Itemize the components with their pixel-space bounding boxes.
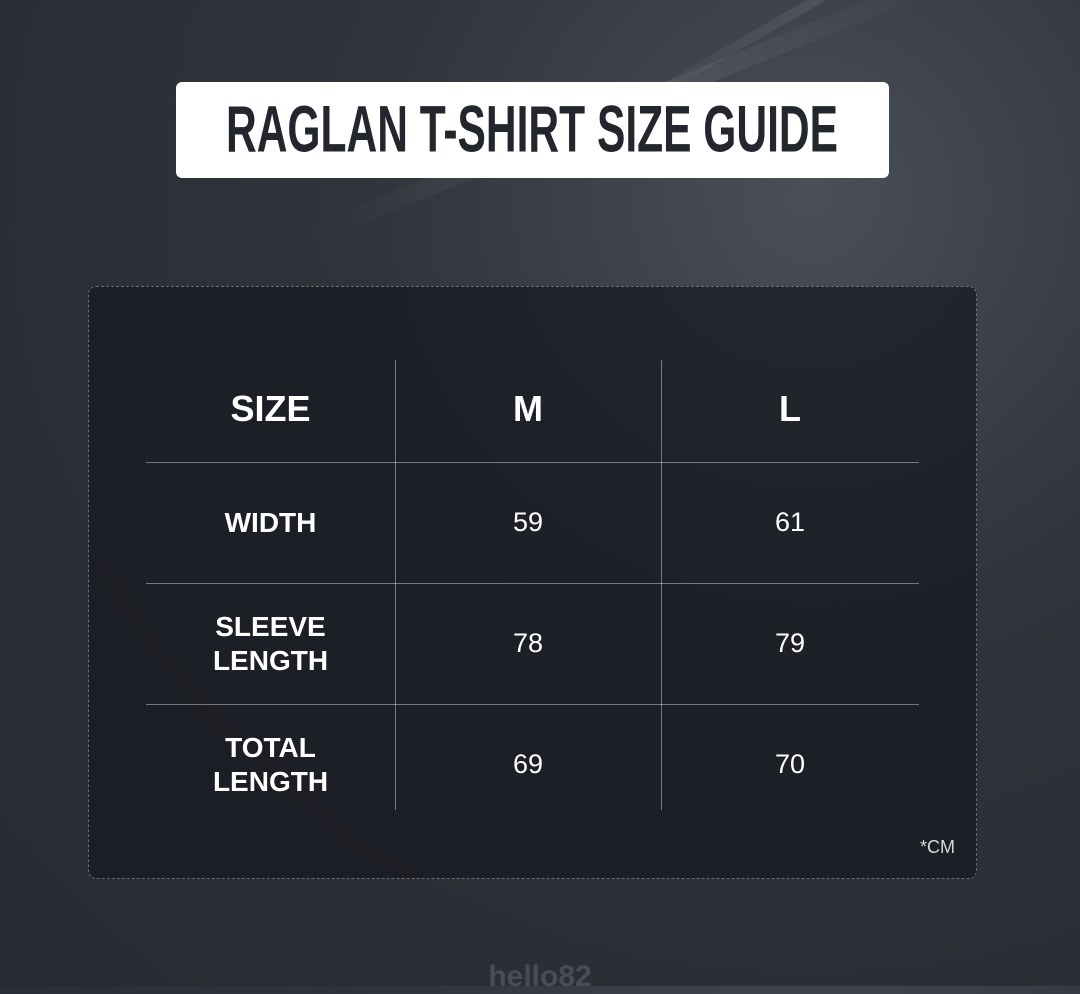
size-value: 78 — [512, 628, 544, 659]
title-box: RAGLAN T-SHIRT SIZE GUIDE — [176, 82, 889, 178]
watermark: hello82 — [488, 960, 592, 993]
row-divider — [146, 704, 919, 705]
row-divider — [146, 583, 919, 584]
header-cell: SIZE — [230, 387, 311, 429]
column-divider — [661, 360, 662, 810]
column-divider — [395, 360, 396, 810]
title-svg: RAGLAN T-SHIRT SIZE GUIDE — [226, 91, 838, 165]
title: RAGLAN T-SHIRT SIZE GUIDE — [226, 91, 838, 165]
header-cell: M — [513, 387, 543, 429]
size-value: 70 — [774, 749, 806, 780]
row-label: WIDTH — [224, 506, 317, 538]
table-panel — [88, 286, 977, 879]
row-divider — [146, 462, 919, 463]
header-cell: L — [779, 387, 801, 429]
size-value: 79 — [774, 628, 806, 659]
size-value: 69 — [512, 749, 544, 780]
size-value: 59 — [512, 507, 544, 538]
size-value: 61 — [774, 507, 806, 538]
unit-note: *CM — [920, 837, 955, 857]
row-label: SLEEVE LENGTH — [212, 610, 329, 676]
row-label: TOTAL LENGTH — [212, 731, 329, 797]
